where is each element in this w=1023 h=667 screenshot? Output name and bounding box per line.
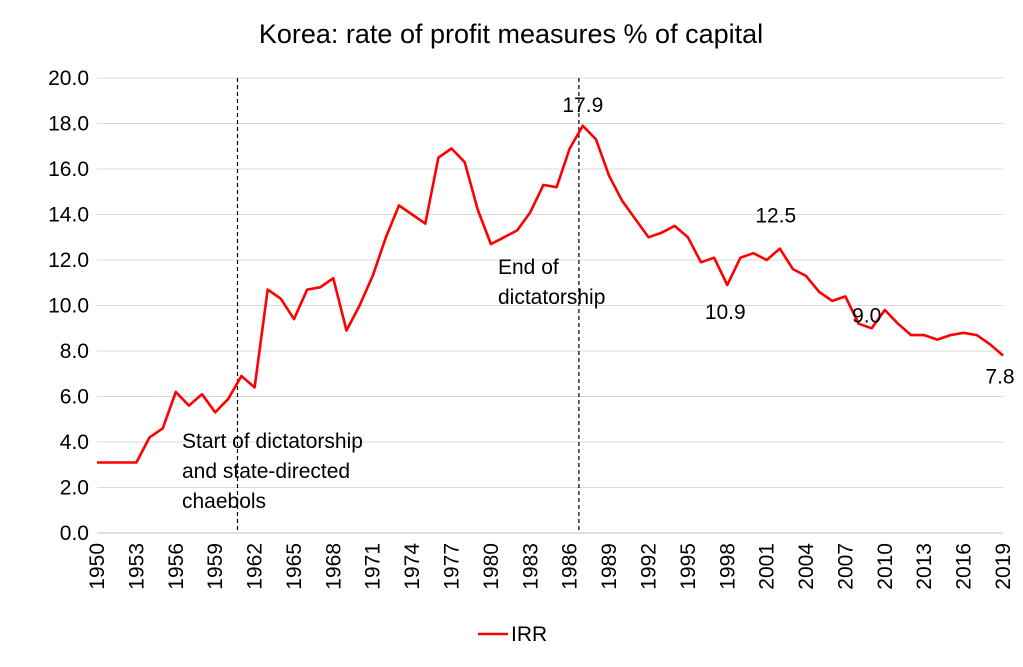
x-tick-label: 1986	[559, 543, 582, 590]
x-tick-label: 1995	[677, 543, 700, 590]
x-tick-label: 2013	[913, 543, 936, 590]
x-tick-label: 2004	[795, 543, 818, 590]
annotation-text: End of	[498, 256, 559, 279]
y-tick-label: 14.0	[48, 204, 89, 227]
annotations: Start of dictatorship and state-directed c…	[182, 256, 605, 513]
y-tick-label: 4.0	[60, 431, 89, 454]
x-tick-label: 1950	[86, 543, 109, 590]
annotation-text: Start of dictatorship	[182, 430, 363, 453]
x-tick-label: 1956	[165, 543, 188, 590]
x-tick-label: 1989	[598, 543, 621, 590]
x-tick-label: 1968	[322, 543, 345, 590]
y-tick-label: 0.0	[60, 522, 89, 545]
y-tick-label: 18.0	[48, 113, 89, 136]
data-label: 17.9	[562, 94, 603, 117]
data-label: 10.9	[705, 301, 746, 324]
x-tick-label: 2016	[953, 543, 976, 590]
event-lines	[236, 78, 580, 533]
y-tick-label: 20.0	[48, 67, 89, 90]
x-tick-label: 1974	[401, 543, 424, 590]
data-label: 12.5	[755, 205, 796, 228]
legend-label-irr: IRR	[511, 623, 547, 646]
y-tick-label: 16.0	[48, 158, 89, 181]
x-tick-label: 1959	[204, 543, 227, 590]
data-labels: 17.9 12.5 10.9 9.0 7.8	[562, 94, 1014, 389]
x-tick-label: 1977	[441, 543, 464, 590]
x-tick-label: 1962	[244, 543, 267, 590]
x-tick-label: 1992	[637, 543, 660, 590]
chart-title: Korea: rate of profit measures % of capi…	[259, 19, 763, 49]
annotation-text: dictatorship	[498, 286, 605, 309]
series-line-irr	[97, 124, 1004, 464]
y-tick-label: 6.0	[60, 386, 89, 409]
annotation-text: and state-directed	[182, 460, 350, 483]
x-tick-label: 1983	[519, 543, 542, 590]
x-tick-label: 1965	[283, 543, 306, 590]
series-layer	[97, 124, 1004, 464]
axes: 0.0 2.0 4.0 6.0 8.0 10.0 12.0 14.0 16.0 18.0 20.0 1…	[48, 67, 1015, 590]
x-tick-label: 1980	[480, 543, 503, 590]
data-label: 7.8	[985, 366, 1014, 389]
y-tick-label: 8.0	[60, 340, 89, 363]
x-tick-label: 1953	[125, 543, 148, 590]
legend: IRR	[478, 623, 547, 646]
y-tick-label: 2.0	[60, 477, 89, 500]
x-tick-label: 2019	[992, 543, 1015, 590]
y-tick-label: 10.0	[48, 295, 89, 318]
y-tick-label: 12.0	[48, 249, 89, 272]
annotation-text: chaebols	[182, 490, 266, 513]
x-tick-label: 2001	[756, 543, 779, 590]
x-tick-label: 1971	[362, 543, 385, 590]
data-label: 9.0	[852, 304, 881, 327]
x-tick-label: 2007	[834, 543, 857, 590]
x-tick-label: 1998	[716, 543, 739, 590]
gridlines	[97, 77, 1003, 488]
x-tick-label: 2010	[874, 543, 897, 590]
